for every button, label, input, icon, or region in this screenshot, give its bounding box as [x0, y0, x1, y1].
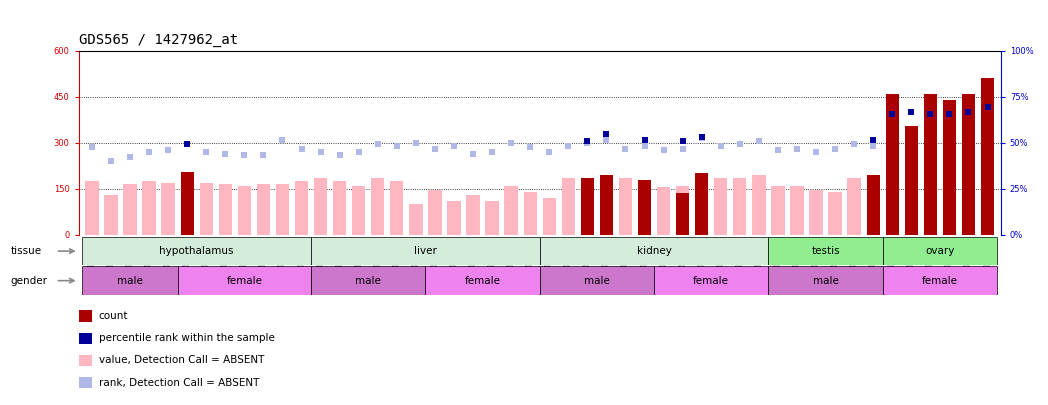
- Bar: [371, 178, 385, 235]
- Bar: [447, 201, 461, 235]
- Bar: [882, 266, 997, 295]
- Bar: [695, 177, 708, 235]
- Text: male: male: [812, 276, 838, 286]
- Text: ovary: ovary: [925, 246, 955, 256]
- Bar: [161, 183, 175, 235]
- Bar: [848, 178, 860, 235]
- Bar: [638, 183, 651, 235]
- Text: male: male: [355, 276, 381, 286]
- Bar: [124, 184, 136, 235]
- Bar: [676, 186, 690, 235]
- Bar: [485, 201, 499, 235]
- Bar: [886, 94, 899, 235]
- Text: GDS565 / 1427962_at: GDS565 / 1427962_at: [79, 32, 238, 47]
- Text: percentile rank within the sample: percentile rank within the sample: [99, 333, 275, 343]
- Bar: [85, 181, 99, 235]
- Text: male: male: [117, 276, 143, 286]
- Bar: [562, 178, 575, 235]
- Bar: [790, 186, 804, 235]
- Bar: [504, 186, 518, 235]
- Bar: [638, 180, 651, 235]
- Bar: [828, 192, 842, 235]
- Text: testis: testis: [811, 246, 839, 256]
- Bar: [809, 190, 823, 235]
- Bar: [390, 181, 403, 235]
- Bar: [429, 190, 441, 235]
- Bar: [276, 184, 289, 235]
- Text: hypothalamus: hypothalamus: [159, 246, 234, 256]
- Bar: [654, 266, 768, 295]
- Bar: [83, 266, 178, 295]
- Bar: [199, 183, 213, 235]
- Bar: [311, 237, 540, 265]
- Bar: [768, 237, 882, 265]
- Bar: [923, 94, 937, 235]
- Text: gender: gender: [10, 276, 47, 286]
- Bar: [904, 126, 918, 235]
- Bar: [540, 266, 654, 295]
- Bar: [618, 178, 632, 235]
- Text: male: male: [584, 276, 610, 286]
- Bar: [143, 181, 156, 235]
- Text: count: count: [99, 311, 128, 321]
- Bar: [219, 184, 232, 235]
- Bar: [581, 178, 594, 235]
- Bar: [867, 178, 880, 235]
- Text: female: female: [464, 276, 501, 286]
- Text: tissue: tissue: [10, 246, 42, 256]
- Bar: [238, 186, 252, 235]
- Bar: [83, 237, 311, 265]
- Bar: [734, 178, 746, 235]
- Bar: [581, 178, 594, 235]
- Text: rank, Detection Call = ABSENT: rank, Detection Call = ABSENT: [99, 378, 259, 388]
- Bar: [524, 192, 537, 235]
- Bar: [676, 194, 690, 235]
- Text: value, Detection Call = ABSENT: value, Detection Call = ABSENT: [99, 356, 264, 365]
- Bar: [695, 173, 708, 235]
- Bar: [409, 204, 422, 235]
- Bar: [105, 195, 117, 235]
- Bar: [466, 195, 480, 235]
- Bar: [657, 187, 671, 235]
- Bar: [768, 266, 882, 295]
- Bar: [540, 237, 768, 265]
- Bar: [981, 78, 995, 235]
- Text: female: female: [226, 276, 262, 286]
- Bar: [599, 175, 613, 235]
- Bar: [867, 175, 880, 235]
- Bar: [314, 178, 327, 235]
- Bar: [543, 198, 555, 235]
- Bar: [714, 178, 727, 235]
- Text: female: female: [922, 276, 958, 286]
- Bar: [962, 94, 975, 235]
- Text: female: female: [693, 276, 729, 286]
- Bar: [771, 186, 785, 235]
- Text: kidney: kidney: [636, 246, 672, 256]
- Bar: [178, 266, 311, 295]
- Bar: [752, 175, 765, 235]
- Bar: [599, 175, 613, 235]
- Bar: [425, 266, 540, 295]
- Bar: [943, 100, 956, 235]
- Bar: [180, 172, 194, 235]
- Bar: [352, 186, 366, 235]
- Bar: [294, 181, 308, 235]
- Bar: [333, 181, 346, 235]
- Bar: [257, 184, 270, 235]
- Bar: [882, 237, 997, 265]
- Text: liver: liver: [414, 246, 437, 256]
- Bar: [311, 266, 425, 295]
